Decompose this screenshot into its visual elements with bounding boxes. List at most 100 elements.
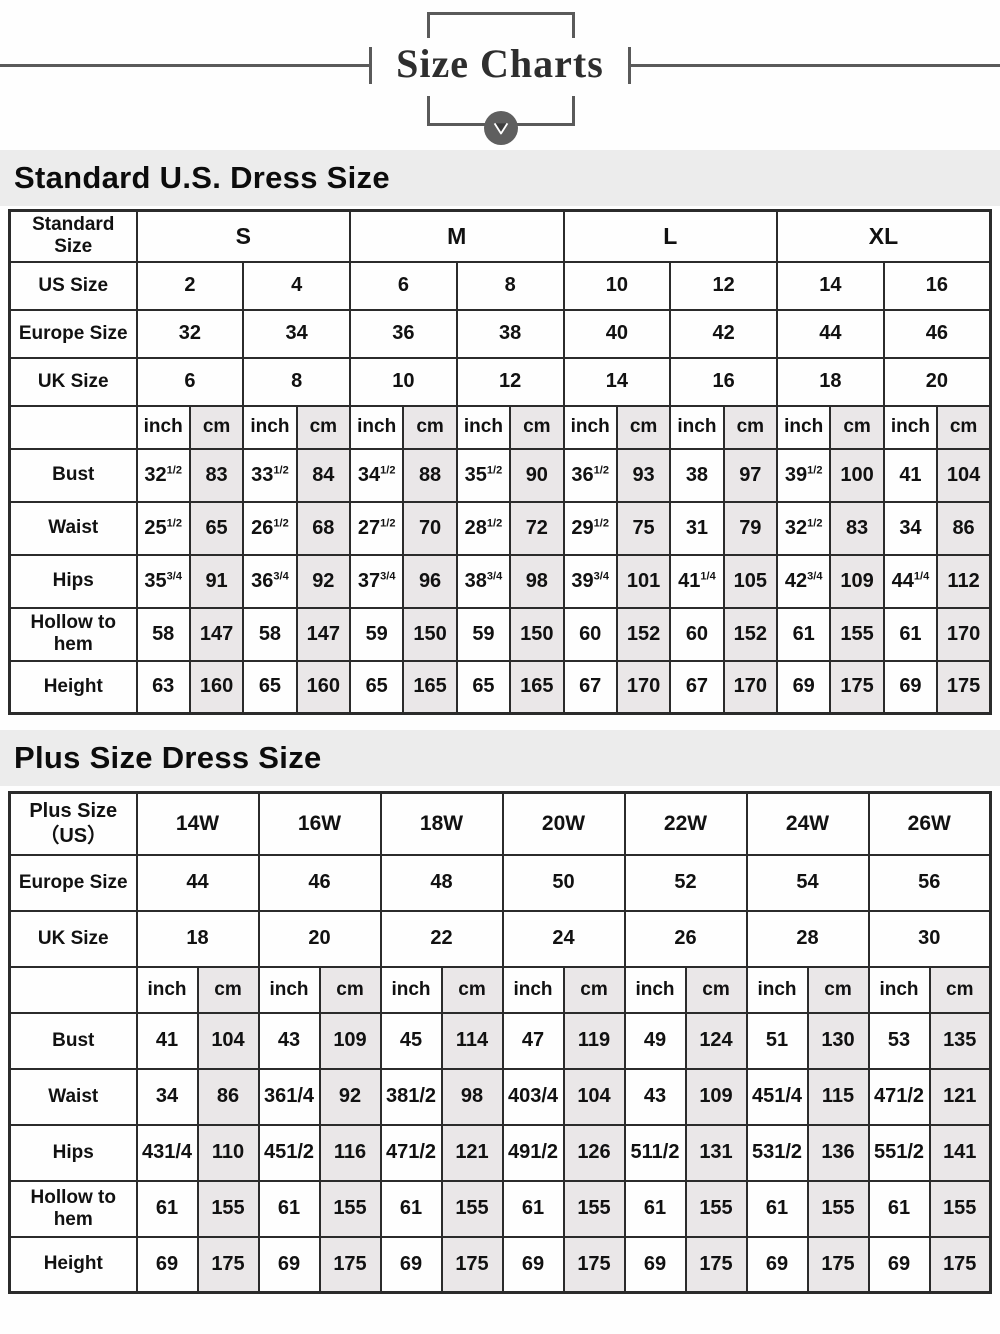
size-group-header: M xyxy=(349,209,565,263)
measurement-cell: 97 xyxy=(722,447,779,503)
size-value-cell: 44 xyxy=(135,853,260,912)
unit-header-cell: cm xyxy=(318,965,382,1014)
measurement-cell: 104 xyxy=(936,447,992,503)
measurement-cell: 175 xyxy=(196,1235,260,1294)
measurement-cell: 471/2 xyxy=(867,1067,931,1126)
measurement-cell: 84 xyxy=(295,447,352,503)
measurement-cell: 353/4 xyxy=(135,553,191,609)
measurement-cell: 104 xyxy=(562,1067,626,1126)
size-value-cell: 20 xyxy=(882,356,992,407)
measurement-cell: 291/2 xyxy=(562,500,618,556)
size-value-cell: 8 xyxy=(455,260,565,311)
row-label: Europe Size xyxy=(8,853,138,912)
measurement-cell: 96 xyxy=(402,553,458,609)
size-value-cell: 28 xyxy=(745,909,870,968)
size-group-header: XL xyxy=(776,209,992,263)
measurement-cell: 98 xyxy=(440,1067,504,1126)
measurement-cell: 69 xyxy=(623,1235,687,1294)
unit-header-cell: inch xyxy=(669,404,725,450)
measurement-cell: 75 xyxy=(615,500,672,556)
size-value-cell: 32 xyxy=(135,308,245,359)
unit-header-cell: inch xyxy=(562,404,618,450)
unit-header-cell: inch xyxy=(882,404,939,450)
measurement-cell: 61 xyxy=(745,1179,809,1238)
measurement-cell: 175 xyxy=(829,659,885,715)
measurement-cell: 59 xyxy=(348,606,405,662)
unit-header-cell: cm xyxy=(936,404,992,450)
size-value-cell: 12 xyxy=(455,356,565,407)
measurement-cell: 86 xyxy=(936,500,992,556)
standard-section-title: Standard U.S. Dress Size xyxy=(14,160,390,195)
measurement-cell: 98 xyxy=(509,553,565,609)
measurement-cell: 104 xyxy=(196,1011,260,1070)
measurement-cell: 100 xyxy=(829,447,885,503)
measurement-cell: 61 xyxy=(775,606,832,662)
measurement-cell: 43 xyxy=(623,1067,687,1126)
unit-header-cell: cm xyxy=(562,965,626,1014)
size-value-cell: 6 xyxy=(349,260,458,311)
size-value-cell: 4 xyxy=(242,260,351,311)
size-value-cell: 16 xyxy=(882,260,992,311)
size-value-cell: 56 xyxy=(867,853,992,912)
measurement-cell: 175 xyxy=(928,1235,992,1294)
measurement-cell: 34 xyxy=(135,1067,199,1126)
measurement-cell: 88 xyxy=(402,447,458,503)
measurement-cell: 31 xyxy=(669,500,725,556)
measurement-cell: 175 xyxy=(936,659,992,715)
measurement-cell: 65 xyxy=(348,659,405,715)
size-group-header: 16W xyxy=(257,791,382,856)
size-value-cell: 10 xyxy=(349,356,458,407)
measurement-cell: 34 xyxy=(882,500,939,556)
row-label: Waist xyxy=(8,1067,138,1126)
corner-label: Plus Size （US） xyxy=(8,791,138,856)
row-label: Hips xyxy=(8,1123,138,1182)
measurement-cell: 43 xyxy=(257,1011,321,1070)
measurement-cell: 175 xyxy=(318,1235,382,1294)
measurement-cell: 61 xyxy=(135,1179,199,1238)
measurement-cell: 61 xyxy=(257,1179,321,1238)
right-rule-line xyxy=(630,64,1000,67)
size-value-cell: 42 xyxy=(669,308,778,359)
measurement-cell: 431/4 xyxy=(135,1123,199,1182)
unit-header-cell: cm xyxy=(806,965,870,1014)
measurement-cell: 58 xyxy=(242,606,298,662)
measurement-cell: 79 xyxy=(722,500,779,556)
measurement-cell: 60 xyxy=(669,606,725,662)
measurement-cell: 69 xyxy=(135,1235,199,1294)
unit-header-cell: inch xyxy=(348,404,405,450)
measurement-cell: 150 xyxy=(509,606,565,662)
measurement-cell: 130 xyxy=(806,1011,870,1070)
measurement-cell: 41 xyxy=(882,447,939,503)
measurement-cell: 105 xyxy=(722,553,779,609)
unit-header-cell: inch xyxy=(135,965,199,1014)
size-value-cell: 38 xyxy=(455,308,565,359)
size-value-cell: 34 xyxy=(242,308,351,359)
measurement-cell: 91 xyxy=(188,553,245,609)
measurement-cell: 321/2 xyxy=(135,447,191,503)
row-label: Bust xyxy=(8,1011,138,1070)
measurement-cell: 391/2 xyxy=(775,447,832,503)
unit-header-cell: inch xyxy=(242,404,298,450)
measurement-cell: 373/4 xyxy=(348,553,405,609)
measurement-cell: 86 xyxy=(196,1067,260,1126)
measurement-cell: 92 xyxy=(318,1067,382,1126)
row-label: Europe Size xyxy=(8,308,138,359)
size-value-cell: 14 xyxy=(776,260,885,311)
unit-header-cell: inch xyxy=(623,965,687,1014)
measurement-cell: 121 xyxy=(440,1123,504,1182)
measurement-cell: 175 xyxy=(562,1235,626,1294)
measurement-cell: 61 xyxy=(623,1179,687,1238)
measurement-cell: 155 xyxy=(806,1179,870,1238)
measurement-cell: 119 xyxy=(562,1011,626,1070)
size-value-cell: 24 xyxy=(501,909,626,968)
measurement-cell: 61 xyxy=(867,1179,931,1238)
measurement-cell: 38 xyxy=(669,447,725,503)
standard-section-title-band: Standard U.S. Dress Size xyxy=(0,150,1000,206)
measurement-cell: 361/4 xyxy=(257,1067,321,1126)
row-label: Height xyxy=(8,1235,138,1294)
measurement-cell: 124 xyxy=(684,1011,748,1070)
measurement-cell: 152 xyxy=(615,606,672,662)
size-value-cell: 44 xyxy=(776,308,885,359)
measurement-cell: 155 xyxy=(562,1179,626,1238)
measurement-cell: 271/2 xyxy=(348,500,405,556)
